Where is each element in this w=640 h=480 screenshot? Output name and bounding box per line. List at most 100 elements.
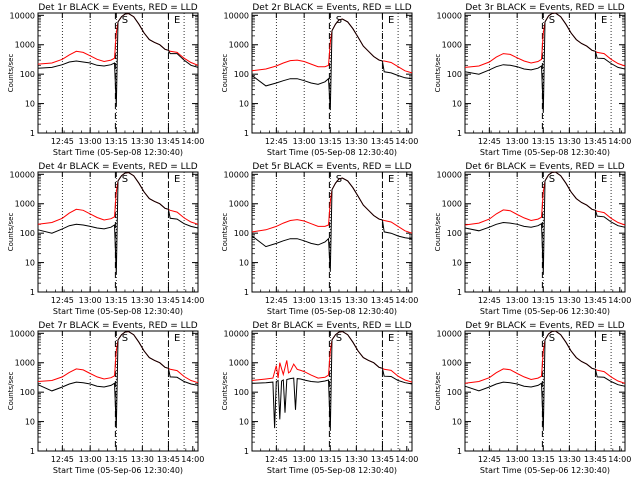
plot-frame bbox=[251, 12, 413, 134]
y-tick-label: 1 bbox=[457, 288, 462, 297]
y-tick-label: 10000 bbox=[10, 170, 35, 179]
chart-panel-3: Det 3r BLACK = Events, RED = LLD Counts/s… bbox=[434, 3, 631, 157]
x-tick-label: 13:15 bbox=[105, 137, 128, 146]
x-tick-label: 14:00 bbox=[181, 455, 204, 464]
y-tick-label: 1 bbox=[244, 447, 249, 456]
plot-frame bbox=[464, 171, 626, 293]
chart-title: Det 6r BLACK = Events, RED = LLD bbox=[465, 162, 624, 172]
chart-title: Det 3r BLACK = Events, RED = LLD bbox=[465, 3, 624, 13]
chart-panel-2: Det 2r BLACK = Events, RED = LLD Counts/s… bbox=[221, 3, 418, 157]
x-tick-label: 14:00 bbox=[608, 296, 631, 305]
x-tick-label: 13:15 bbox=[532, 455, 555, 464]
y-tick-label: 100 bbox=[447, 229, 462, 238]
x-tick-label: 12:45 bbox=[265, 296, 288, 305]
y-axis-label: Counts/sec bbox=[7, 213, 15, 252]
interval-marker-s: S bbox=[122, 333, 128, 344]
interval-marker-e: E bbox=[388, 174, 394, 185]
x-tick-label: 13:15 bbox=[532, 137, 555, 146]
x-axis-label: Start Time (05-Sep-08 12:30:40) bbox=[267, 466, 397, 475]
x-tick-label: 13:15 bbox=[319, 455, 342, 464]
y-tick-label: 10 bbox=[25, 418, 35, 427]
chart-panel-4: Det 4r BLACK = Events, RED = LLD Counts/s… bbox=[7, 162, 204, 316]
interval-marker-s: S bbox=[336, 333, 342, 344]
interval-marker-e: E bbox=[388, 15, 394, 26]
y-tick-label: 1000 bbox=[15, 359, 35, 368]
chart-panel-7: Det 7r BLACK = Events, RED = LLD Counts/s… bbox=[7, 321, 204, 475]
series-black-events bbox=[251, 177, 413, 272]
y-tick-label: 10 bbox=[25, 259, 35, 268]
interval-marker-s: S bbox=[122, 15, 128, 26]
y-tick-label: 1000 bbox=[442, 359, 462, 368]
x-tick-label: 13:15 bbox=[105, 296, 128, 305]
interval-marker-e: E bbox=[601, 333, 607, 344]
x-tick-label: 14:00 bbox=[395, 296, 418, 305]
y-axis-label: Counts/sec bbox=[434, 213, 442, 252]
y-tick-label: 1 bbox=[30, 129, 35, 138]
x-tick-label: 13:45 bbox=[371, 137, 394, 146]
x-tick-label: 13:00 bbox=[506, 137, 529, 146]
y-tick-label: 1000 bbox=[442, 200, 462, 209]
x-tick-label: 12:45 bbox=[51, 455, 74, 464]
x-tick-label: 14:00 bbox=[395, 455, 418, 464]
y-tick-label: 1 bbox=[30, 447, 35, 456]
interval-marker-s: S bbox=[549, 15, 555, 26]
interval-marker-e: E bbox=[388, 333, 394, 344]
plot-frame bbox=[37, 12, 199, 134]
y-tick-label: 100 bbox=[20, 229, 35, 238]
x-tick-label: 12:45 bbox=[478, 455, 501, 464]
y-axis-label: Counts/sec bbox=[434, 372, 442, 411]
x-tick-label: 13:00 bbox=[79, 296, 102, 305]
interval-marker-s: S bbox=[122, 174, 128, 185]
x-tick-label: 13:15 bbox=[105, 455, 128, 464]
y-tick-label: 10000 bbox=[437, 329, 462, 338]
chart-panel-6: Det 6r BLACK = Events, RED = LLD Counts/s… bbox=[434, 162, 631, 316]
x-tick-label: 13:30 bbox=[558, 455, 581, 464]
x-axis-label: Start Time (05-Sep-06 12:30:40) bbox=[480, 466, 610, 475]
x-tick-label: 14:00 bbox=[608, 455, 631, 464]
y-tick-label: 100 bbox=[447, 70, 462, 79]
interval-marker-s: S bbox=[549, 174, 555, 185]
x-tick-label: 14:00 bbox=[395, 137, 418, 146]
series-black-events bbox=[37, 12, 199, 107]
x-tick-label: 13:00 bbox=[79, 455, 102, 464]
x-axis-label: Start Time (05-Sep-08 12:30:40) bbox=[267, 307, 397, 316]
series-black-events bbox=[37, 171, 199, 275]
interval-marker-e: E bbox=[601, 15, 607, 26]
x-tick-label: 13:45 bbox=[157, 296, 180, 305]
y-tick-label: 1000 bbox=[15, 200, 35, 209]
x-tick-label: 12:45 bbox=[51, 296, 74, 305]
x-tick-label: 13:45 bbox=[157, 137, 180, 146]
y-tick-label: 10000 bbox=[437, 11, 462, 20]
chart-title: Det 2r BLACK = Events, RED = LLD bbox=[252, 3, 411, 13]
y-tick-label: 10000 bbox=[224, 11, 249, 20]
x-tick-label: 13:30 bbox=[345, 137, 368, 146]
series-black-events bbox=[464, 171, 626, 275]
y-tick-label: 1000 bbox=[229, 359, 249, 368]
y-tick-label: 10 bbox=[239, 418, 249, 427]
chart-title: Det 8r BLACK = Events, RED = LLD bbox=[252, 321, 411, 331]
x-tick-label: 13:30 bbox=[345, 455, 368, 464]
x-tick-label: 13:45 bbox=[584, 137, 607, 146]
y-axis-label: Counts/sec bbox=[434, 54, 442, 93]
y-tick-label: 100 bbox=[234, 229, 249, 238]
plot-frame bbox=[37, 171, 199, 293]
y-tick-label: 10 bbox=[452, 100, 462, 109]
series-black-events bbox=[37, 330, 199, 429]
chart-title: Det 5r BLACK = Events, RED = LLD bbox=[252, 162, 411, 172]
interval-marker-e: E bbox=[174, 15, 180, 26]
x-tick-label: 13:45 bbox=[584, 296, 607, 305]
y-tick-label: 1 bbox=[244, 288, 249, 297]
x-tick-label: 13:15 bbox=[319, 296, 342, 305]
y-tick-label: 1 bbox=[244, 129, 249, 138]
y-axis-label: Counts/sec bbox=[7, 54, 15, 93]
x-axis-label: Start Time (05-Sep-08 12:30:40) bbox=[480, 148, 610, 157]
x-tick-label: 13:45 bbox=[157, 455, 180, 464]
x-tick-label: 13:00 bbox=[293, 137, 316, 146]
chart-title: Det 4r BLACK = Events, RED = LLD bbox=[38, 162, 197, 172]
x-tick-label: 13:30 bbox=[131, 455, 154, 464]
x-tick-label: 13:45 bbox=[371, 455, 394, 464]
y-tick-label: 10 bbox=[452, 418, 462, 427]
y-tick-label: 10 bbox=[239, 259, 249, 268]
y-tick-label: 100 bbox=[20, 388, 35, 397]
